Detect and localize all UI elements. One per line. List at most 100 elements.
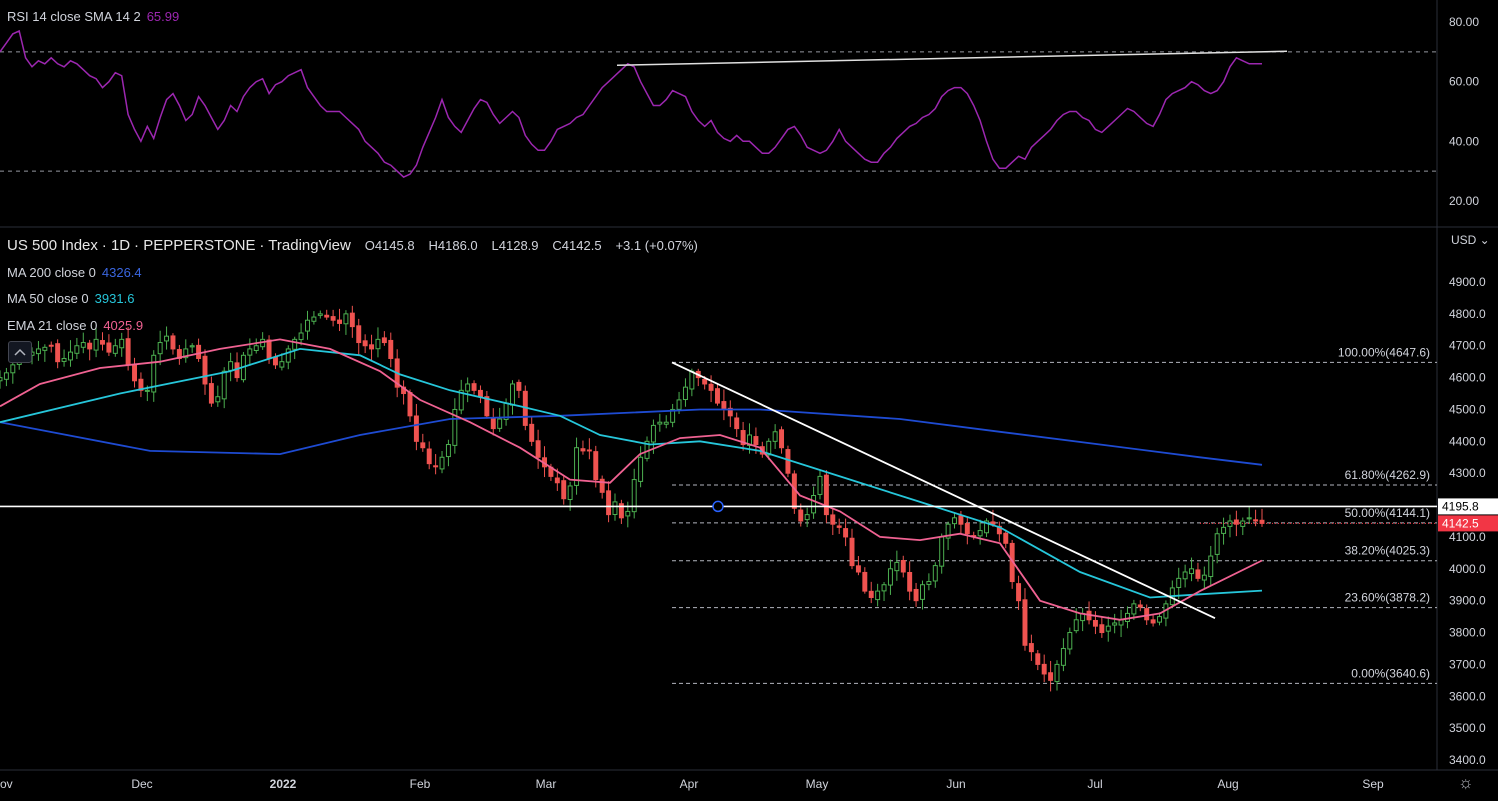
candle-body xyxy=(61,357,67,362)
broker: PEPPERSTONE xyxy=(143,237,256,254)
candle-body xyxy=(1233,519,1239,525)
candle-body xyxy=(215,396,221,403)
rsi-tick-label: 40.00 xyxy=(1449,134,1479,148)
ma50-line xyxy=(0,347,1263,599)
candle-body xyxy=(266,339,272,359)
candle-body xyxy=(510,383,515,406)
settings-gear-icon[interactable]: ☼ xyxy=(1458,773,1474,792)
candle-body xyxy=(465,383,471,392)
ohlc-open: O4145.8 xyxy=(364,238,415,253)
candle-body xyxy=(638,456,644,482)
candle-body xyxy=(1022,599,1028,646)
candle-body xyxy=(80,342,86,348)
candle-body xyxy=(1003,532,1009,544)
candle-body xyxy=(1259,519,1265,524)
legend-collapse-button[interactable] xyxy=(8,341,32,363)
candle-body xyxy=(574,447,580,486)
candle-body xyxy=(958,515,964,525)
currency-label: USD xyxy=(1451,233,1477,247)
candle-body xyxy=(849,537,855,567)
candle-body xyxy=(375,338,381,350)
candle-body xyxy=(407,392,413,417)
fib-level-label-0: 100.00%(4647.6) xyxy=(1338,345,1430,359)
chevron-down-icon: ⌄ xyxy=(1476,233,1490,247)
price-tick-label: 4300.0 xyxy=(1449,466,1486,480)
ema21-line xyxy=(0,338,1263,621)
candle-body xyxy=(1041,663,1047,675)
fib-level-label-2: 50.00%(4144.1) xyxy=(1345,506,1430,520)
price-tick-label: 4700.0 xyxy=(1449,339,1486,353)
candle-body xyxy=(1099,624,1105,634)
candle-body xyxy=(804,514,810,521)
candle-body xyxy=(855,565,861,573)
symbol-name[interactable]: US 500 Index xyxy=(7,237,98,254)
horizontal-line-price-tag xyxy=(1438,498,1498,515)
candle-body xyxy=(35,348,41,355)
ma50-legend[interactable]: MA 50 close 0 3931.6 xyxy=(7,291,134,306)
candle-body xyxy=(221,370,227,400)
candle-body xyxy=(990,521,996,525)
candle-body xyxy=(823,474,829,516)
candle-body xyxy=(362,340,368,347)
time-axis-label-9: Aug xyxy=(1217,777,1238,791)
candle-body xyxy=(567,485,573,500)
ma50-label: MA 50 close 0 xyxy=(7,291,89,306)
candle-body xyxy=(1035,653,1041,665)
ma200-line xyxy=(0,408,1263,466)
candle-body xyxy=(689,370,695,390)
candle-body xyxy=(715,388,720,404)
price-tick-label: 4400.0 xyxy=(1449,434,1486,448)
time-axis-label-3: Feb xyxy=(410,777,431,791)
candle-body xyxy=(324,314,330,318)
candle-body xyxy=(144,389,150,392)
candle-body xyxy=(1054,663,1060,683)
candle-body xyxy=(170,335,176,350)
interval[interactable]: 1D xyxy=(110,237,131,254)
rsi-line xyxy=(0,29,1262,178)
candle-body xyxy=(1253,519,1259,522)
candle-body xyxy=(477,389,483,398)
last-price-tag xyxy=(1438,515,1498,532)
ohlc-change: +3.1 (+0.07%) xyxy=(615,238,698,253)
candle-body xyxy=(881,584,887,592)
candle-body xyxy=(87,342,93,350)
candle-body xyxy=(305,319,310,332)
price-tick-label: 4900.0 xyxy=(1449,275,1486,289)
fib-level-label-5: 0.00%(3640.6) xyxy=(1351,666,1430,680)
currency-selector[interactable]: USD ⌄ xyxy=(1451,233,1490,247)
candle-body xyxy=(228,361,234,371)
candle-body xyxy=(1227,520,1233,527)
candle-body xyxy=(445,444,451,458)
candle-body xyxy=(727,407,733,417)
candle-body xyxy=(702,378,708,385)
candle-body xyxy=(285,348,291,363)
candle-body xyxy=(875,590,881,601)
time-axis-label-0: Nov xyxy=(0,777,13,791)
time-axis-label-2: 2022 xyxy=(270,777,297,791)
candle-body xyxy=(349,312,355,328)
candle-body xyxy=(862,571,868,592)
ema21-legend[interactable]: EMA 21 close 0 4025.9 xyxy=(7,318,143,333)
candle-body xyxy=(580,448,586,452)
last-price-label: 4142.5 xyxy=(1442,516,1479,530)
candle-body xyxy=(920,584,925,600)
candle-body xyxy=(554,477,560,484)
candle-body xyxy=(1028,643,1034,653)
ema21-label: EMA 21 close 0 xyxy=(7,318,98,333)
rsi-legend-value: 65.99 xyxy=(146,9,180,24)
candle-body xyxy=(196,344,202,359)
ma200-legend[interactable]: MA 200 close 0 4326.4 xyxy=(7,265,142,280)
candle-body xyxy=(381,337,387,344)
candle-body xyxy=(952,517,957,525)
candle-body xyxy=(516,381,522,391)
price-tick-label: 3700.0 xyxy=(1449,657,1486,671)
candle-body xyxy=(772,431,778,442)
candle-body xyxy=(157,342,163,355)
candle-body xyxy=(887,568,893,586)
chevron-up-icon xyxy=(14,348,26,356)
candle-body xyxy=(894,561,900,572)
price-tick-label: 4100.0 xyxy=(1449,530,1486,544)
candle-body xyxy=(272,356,278,366)
horizontal-line-price-label: 4195.8 xyxy=(1442,499,1479,513)
